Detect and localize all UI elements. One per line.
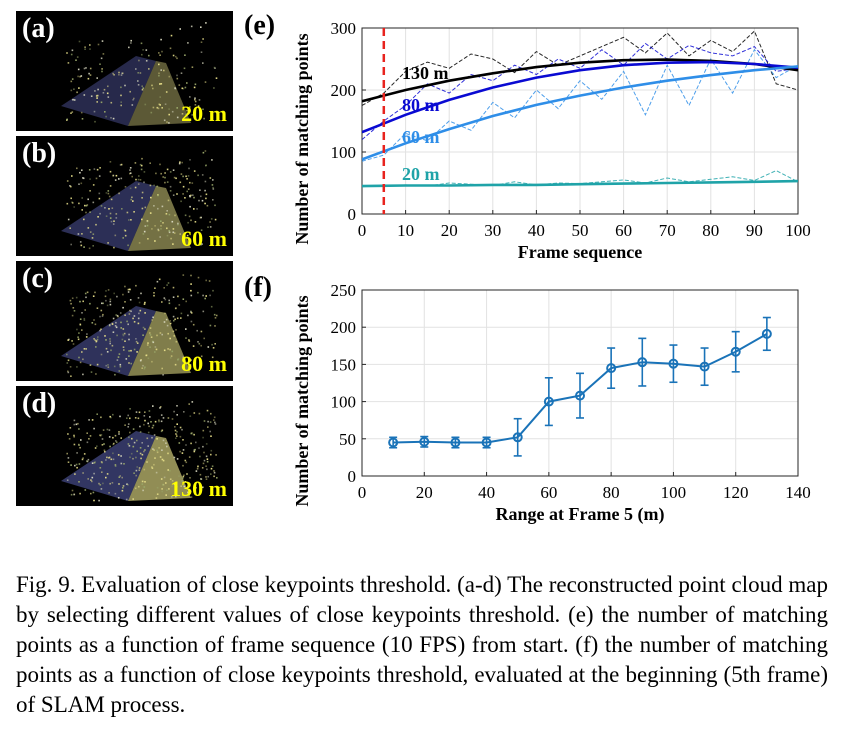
y-tick-label: 100 — [331, 143, 357, 162]
series-label: 80 m — [402, 95, 440, 115]
y-tick-label: 200 — [331, 81, 357, 100]
x-tick-label: 70 — [659, 221, 676, 240]
x-tick-label: 100 — [785, 221, 811, 240]
series-label: 60 m — [402, 127, 440, 147]
y-tick-label: 0 — [348, 467, 357, 486]
panel-label: (f) — [244, 272, 272, 303]
x-tick-label: 40 — [528, 221, 545, 240]
x-axis-label: Range at Frame 5 (m) — [496, 504, 665, 525]
chart-e: 0 10 20 30 40 50 60 70 80 90 100 0 100 200 300 Frame se… — [244, 10, 811, 262]
figure-caption: Fig. 9. Evaluation of close keypoints th… — [16, 570, 828, 720]
y-tick-label: 300 — [331, 19, 357, 38]
y-tick-label: 250 — [331, 281, 357, 300]
charts: 0 10 20 30 40 50 60 70 80 90 1000100200300Frame se… — [0, 0, 842, 560]
series-label: 20 m — [402, 164, 440, 184]
y-tick-label: 200 — [331, 318, 357, 337]
x-tick-label: 10 — [397, 221, 414, 240]
x-tick-label: 20 — [416, 483, 433, 502]
x-tick-label: 140 — [785, 483, 811, 502]
x-tick-label: 60 — [615, 221, 632, 240]
chart-f: 0 20 40 60 80 100 120 140 0 50 100 150 200 250 Range a… — [244, 272, 811, 525]
y-axis-label: Number of matching points — [292, 295, 312, 506]
x-tick-label: 40 — [478, 483, 495, 502]
x-tick-label: 60 — [540, 483, 557, 502]
y-axis-label: Number of matching points — [292, 33, 312, 244]
x-tick-label: 120 — [723, 483, 749, 502]
series-label: 130 m — [402, 63, 449, 83]
y-tick-label: 50 — [339, 430, 356, 449]
plot-area — [389, 318, 771, 456]
x-tick-label: 30 — [484, 221, 501, 240]
x-tick-label: 80 — [603, 483, 620, 502]
x-axis-label: Frame sequence — [518, 242, 642, 262]
x-tick-label: 0 — [358, 483, 367, 502]
x-tick-label: 80 — [702, 221, 719, 240]
x-tick-label: 100 — [661, 483, 687, 502]
x-tick-label: 0 — [358, 221, 367, 240]
y-tick-label: 100 — [331, 393, 357, 412]
x-tick-label: 90 — [746, 221, 763, 240]
x-tick-label: 50 — [572, 221, 589, 240]
y-tick-label: 150 — [331, 355, 357, 374]
y-tick-label: 0 — [348, 205, 357, 224]
x-tick-label: 20 — [441, 221, 458, 240]
panel-label: (e) — [244, 10, 275, 41]
